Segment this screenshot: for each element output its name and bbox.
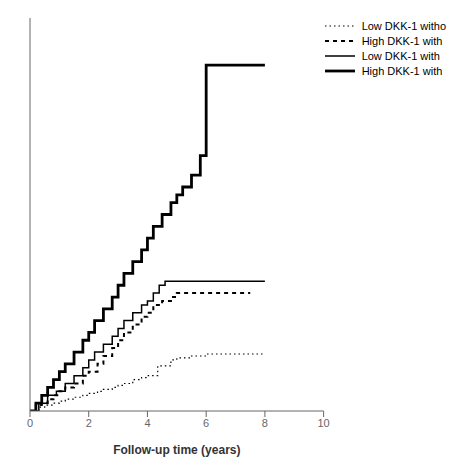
svg-text:8: 8 [262,417,268,429]
html-text:High DKK-1 with: High DKK-1 with [361,34,443,47]
svg-text:4: 4 [144,417,150,429]
html-text:Low DKK-1 with: Low DKK-1 with [361,49,443,62]
html-text:Low DKK-1 witho: Low DKK-1 witho [361,19,446,32]
svg-text:6: 6 [203,417,209,429]
svg-text:0: 0 [27,417,33,429]
html-text:High DKK-1 with: High DKK-1 with [361,64,443,77]
svg-text:2: 2 [86,417,92,429]
svg-text:10: 10 [318,417,330,429]
svg-text:Follow-up time (years): Follow-up time (years) [113,443,240,457]
